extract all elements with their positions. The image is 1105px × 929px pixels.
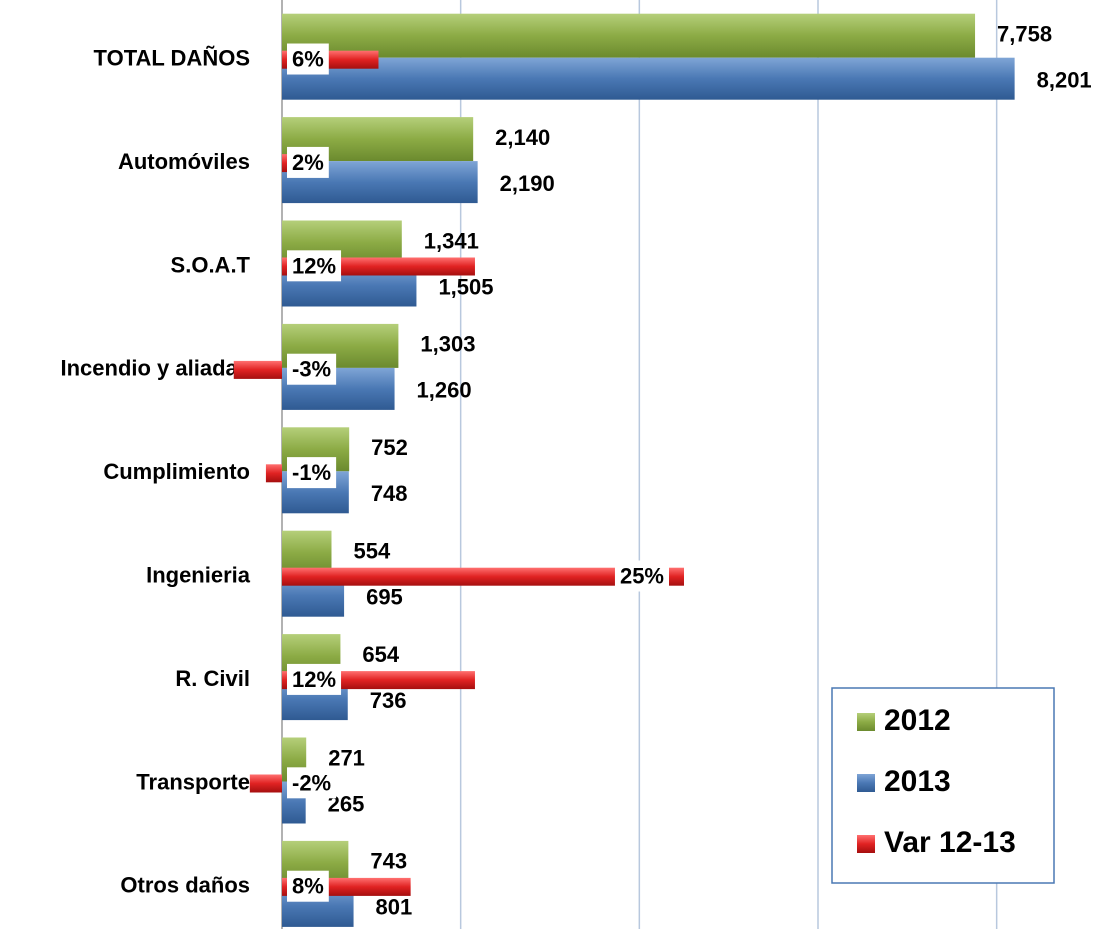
value-label: 748: [371, 481, 408, 506]
var-label-box: [287, 43, 329, 75]
category-label: Ingenieria: [146, 563, 251, 588]
var-bar: [233, 360, 282, 379]
value-label: 654: [362, 642, 399, 667]
value-label: 736: [370, 688, 407, 713]
legend-swatch: [857, 835, 875, 853]
value-label: 1,260: [417, 378, 472, 403]
legend-label: 2013: [884, 765, 951, 798]
category-label: R. Civil: [175, 666, 250, 691]
category-label: Cumplimiento: [103, 459, 250, 484]
category-label: S.O.A.T: [171, 252, 251, 277]
var-bar: [249, 774, 282, 793]
category-label: TOTAL DAÑOS: [94, 46, 250, 71]
var-label: 25%: [620, 564, 664, 589]
bar: [282, 530, 332, 575]
var-label-box: [287, 457, 337, 489]
var-label: -1%: [292, 460, 331, 485]
var-label: 12%: [292, 667, 336, 692]
legend-label: 2012: [884, 704, 951, 737]
var-label: -2%: [292, 770, 331, 795]
var-label-box: [287, 250, 342, 282]
var-label-box: [614, 560, 669, 592]
value-label: 2,190: [500, 171, 555, 196]
bar: [282, 57, 1015, 100]
value-label: 695: [366, 585, 403, 610]
value-label: 554: [353, 539, 390, 564]
var-label: -3%: [292, 357, 331, 382]
category-label: Transporte: [136, 769, 250, 794]
var-bar: [265, 464, 282, 483]
var-label-box: [287, 353, 337, 385]
category-label: Incendio y aliadas: [60, 356, 250, 381]
var-label: 12%: [292, 253, 336, 278]
legend-swatch: [857, 774, 875, 792]
var-label-box: [287, 663, 342, 695]
value-label: 752: [371, 435, 408, 460]
value-label: 2,140: [495, 125, 550, 150]
bar: [282, 13, 976, 58]
legend-label: Var 12-13: [884, 826, 1016, 859]
var-label-box: [287, 146, 329, 178]
var-label-box: [287, 870, 329, 902]
legend-swatch: [857, 713, 875, 731]
var-bar: [282, 567, 684, 586]
value-label: 801: [376, 895, 413, 920]
value-label: 1,341: [424, 228, 479, 253]
value-label: 743: [370, 849, 407, 874]
value-label: 1,303: [420, 332, 475, 357]
var-label-box: [287, 767, 337, 799]
var-label: 8%: [292, 874, 324, 899]
category-label: Automóviles: [118, 149, 250, 174]
var-label: 6%: [292, 47, 324, 72]
category-label: Otros daños: [120, 873, 250, 898]
var-label: 2%: [292, 150, 324, 175]
value-label: 8,201: [1037, 68, 1092, 93]
value-label: 1,505: [438, 274, 493, 299]
value-label: 7,758: [997, 22, 1052, 47]
legend: 2012 2013 Var 12-13: [831, 687, 1055, 884]
value-label: 271: [328, 745, 365, 770]
